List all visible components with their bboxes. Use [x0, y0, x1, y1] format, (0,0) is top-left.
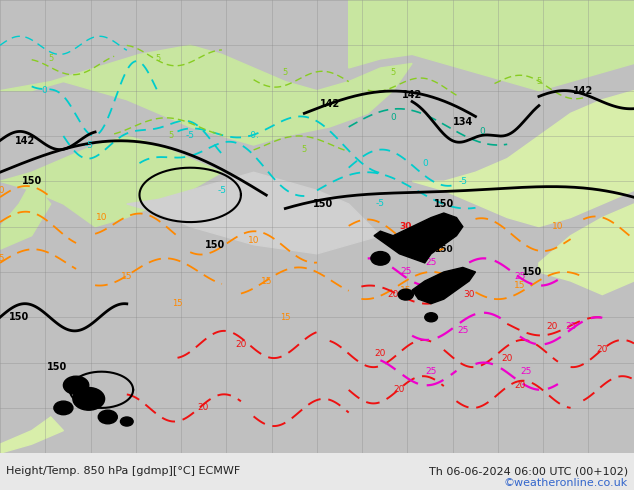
Text: 25: 25 — [425, 367, 437, 376]
Text: 5: 5 — [536, 77, 541, 86]
Text: 25: 25 — [400, 268, 411, 276]
Text: 5: 5 — [283, 68, 288, 77]
Text: 142: 142 — [573, 86, 593, 96]
Text: 15: 15 — [172, 299, 183, 308]
Text: 5: 5 — [302, 145, 307, 154]
Text: 15: 15 — [280, 313, 290, 322]
Text: 150: 150 — [205, 240, 226, 250]
Text: 25: 25 — [425, 258, 437, 268]
Text: 150: 150 — [22, 176, 42, 186]
Text: 10: 10 — [0, 186, 6, 195]
Text: -5: -5 — [376, 199, 385, 208]
Text: 20: 20 — [394, 385, 405, 394]
Text: Th 06-06-2024 06:00 UTC (00+102): Th 06-06-2024 06:00 UTC (00+102) — [429, 466, 628, 476]
Polygon shape — [0, 417, 63, 453]
Text: 15: 15 — [121, 272, 133, 281]
Text: 150: 150 — [47, 362, 67, 372]
Text: 150: 150 — [313, 199, 333, 209]
Polygon shape — [127, 172, 380, 254]
Text: 15: 15 — [400, 286, 411, 294]
Text: 25: 25 — [565, 322, 576, 331]
Text: -5: -5 — [217, 186, 226, 195]
Text: 10: 10 — [96, 213, 107, 222]
Text: -0.: -0. — [248, 131, 259, 141]
Polygon shape — [349, 0, 634, 91]
Text: 10: 10 — [248, 236, 259, 245]
Text: 0: 0 — [390, 113, 396, 122]
Text: 20: 20 — [197, 403, 209, 413]
Text: 25: 25 — [514, 272, 526, 281]
Text: 150: 150 — [434, 245, 453, 254]
Text: 150: 150 — [9, 312, 29, 322]
Text: 0: 0 — [479, 127, 485, 136]
Circle shape — [371, 251, 390, 265]
Circle shape — [54, 401, 73, 415]
Text: 134: 134 — [453, 118, 473, 127]
Circle shape — [73, 388, 105, 410]
Text: 15: 15 — [0, 254, 6, 263]
Text: 142: 142 — [320, 99, 340, 109]
Text: 25: 25 — [457, 326, 469, 335]
Text: -5: -5 — [186, 131, 195, 141]
Polygon shape — [0, 181, 51, 249]
Circle shape — [63, 376, 89, 394]
Text: 25: 25 — [521, 367, 532, 376]
Polygon shape — [412, 268, 476, 304]
Text: 20: 20 — [375, 349, 386, 358]
Text: 5: 5 — [156, 54, 161, 63]
Text: 5: 5 — [169, 131, 174, 141]
Text: 15: 15 — [261, 276, 272, 286]
Text: -5: -5 — [84, 141, 93, 149]
Circle shape — [425, 313, 437, 322]
Circle shape — [98, 410, 117, 424]
Polygon shape — [0, 136, 222, 226]
Text: 10: 10 — [552, 222, 564, 231]
Text: 0: 0 — [422, 159, 428, 168]
Polygon shape — [539, 204, 634, 294]
Polygon shape — [374, 213, 463, 263]
Polygon shape — [412, 91, 634, 226]
Text: 15: 15 — [514, 281, 526, 290]
Text: 150: 150 — [434, 199, 454, 209]
Text: 20: 20 — [597, 344, 608, 353]
Text: 142: 142 — [402, 90, 422, 100]
Text: 20: 20 — [235, 340, 247, 349]
Circle shape — [398, 289, 413, 300]
Text: 0: 0 — [41, 86, 48, 95]
Text: 30: 30 — [463, 290, 475, 299]
Circle shape — [120, 417, 133, 426]
Text: Height/Temp. 850 hPa [gdmp][°C] ECMWF: Height/Temp. 850 hPa [gdmp][°C] ECMWF — [6, 466, 240, 476]
Text: 150: 150 — [522, 267, 543, 277]
Text: 20: 20 — [501, 354, 513, 363]
Text: 20: 20 — [514, 381, 526, 390]
Text: ©weatheronline.co.uk: ©weatheronline.co.uk — [503, 478, 628, 488]
Text: 20: 20 — [387, 290, 399, 299]
Text: 5: 5 — [391, 68, 396, 77]
Polygon shape — [0, 46, 412, 145]
Text: 150: 150 — [447, 276, 466, 286]
Text: 10: 10 — [419, 227, 430, 236]
Text: 30: 30 — [399, 222, 412, 231]
Text: 5: 5 — [48, 54, 53, 63]
Text: -5: -5 — [458, 177, 467, 186]
Text: 20: 20 — [546, 322, 557, 331]
Text: 142: 142 — [15, 136, 36, 146]
